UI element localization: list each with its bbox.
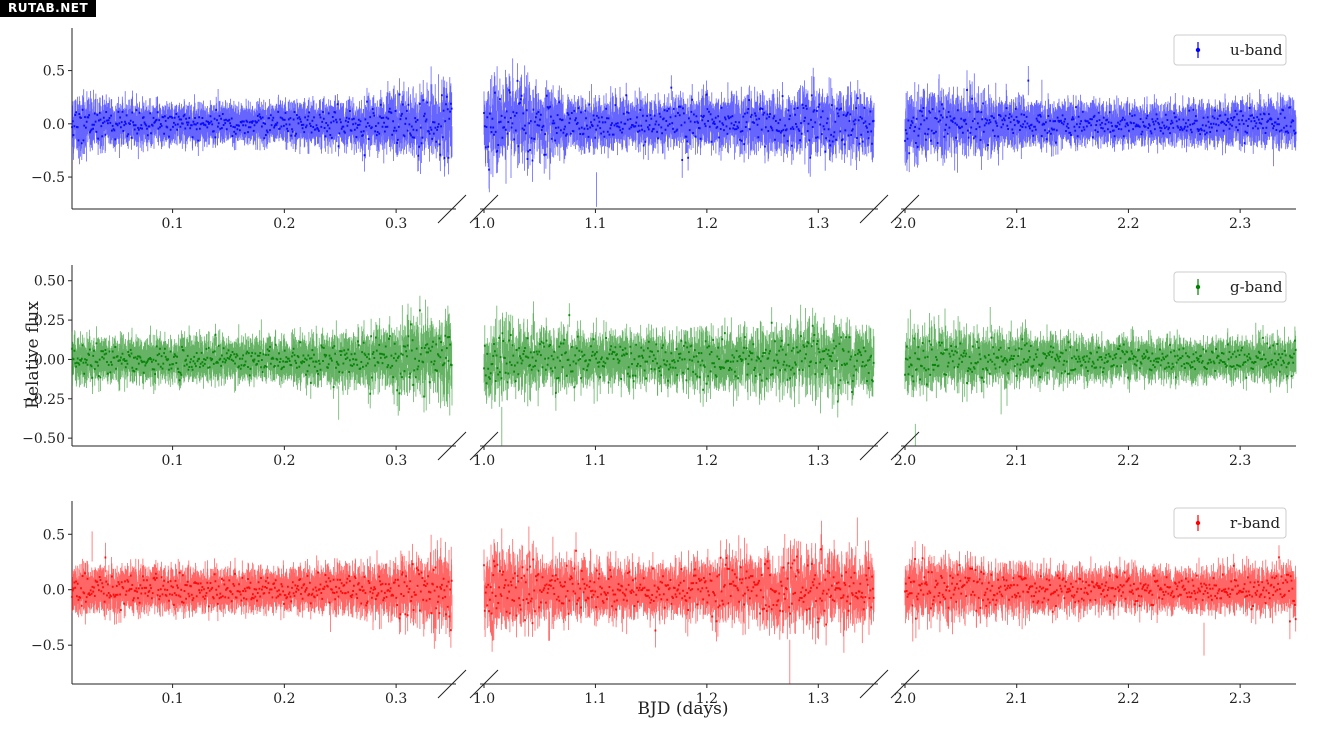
x-tick-label: 0.3 [385, 216, 407, 232]
axis-break-mark [890, 194, 920, 224]
x-tick-label: 2.0 [894, 691, 916, 707]
x-tick-label: 1.3 [807, 691, 829, 707]
y-tick-label: 0.0 [43, 117, 65, 133]
y-tick-label: −0.5 [31, 638, 65, 654]
error-bars-r-band [904, 541, 1297, 656]
legend-marker [1195, 284, 1201, 290]
x-tick-label: 2.1 [1006, 691, 1028, 707]
axis-break-mark [890, 431, 920, 461]
x-tick-label: 2.2 [1117, 216, 1139, 232]
legend-label: u-band [1230, 41, 1283, 59]
axis-break-mark [469, 669, 499, 699]
legend-r-band: r-band [1173, 507, 1287, 539]
x-tick-label: 2.1 [1006, 216, 1028, 232]
data-points-g-band [71, 309, 453, 398]
x-tick-label: 1.0 [473, 691, 495, 707]
error-bars-u-band [71, 66, 453, 177]
legend-marker [1195, 47, 1201, 53]
panel-r-band: −0.5 0.0 0.5 0.1 0.2 0.3 1.0 1.1 1.2 1.3 2.0 2.1 2.2… [31, 501, 1297, 707]
axis-break-mark [859, 669, 889, 699]
x-tick-label: 0.2 [273, 691, 295, 707]
axis-break-mark [437, 669, 467, 699]
x-tick-label: 1.2 [696, 453, 718, 469]
axis-break-mark [437, 431, 467, 461]
y-tick-label: 0.5 [43, 64, 65, 80]
segment-2: 1.0 1.1 1.2 1.3 [469, 301, 889, 469]
segment-1: 0.1 0.2 0.3 [71, 295, 467, 469]
y-axis-title: Relative flux [23, 301, 43, 409]
y-tick-label: 0.5 [43, 527, 65, 543]
x-tick-label: 1.1 [584, 691, 606, 707]
x-tick-label: 2.0 [894, 453, 916, 469]
x-tick-label: 0.3 [385, 453, 407, 469]
x-tick-label: 2.3 [1229, 691, 1251, 707]
watermark: RUTAB.NET [0, 0, 97, 17]
x-tick-label: 2.2 [1117, 691, 1139, 707]
x-tick-label: 0.1 [161, 691, 183, 707]
legend-label: r-band [1230, 514, 1280, 532]
segment-3: 2.0 2.1 2.2 2.3 [890, 66, 1297, 232]
error-bars-g-band [71, 295, 453, 420]
segment-1: 0.1 0.2 0.3 [71, 66, 467, 232]
data-points-g-band [904, 336, 1297, 386]
legend-u-band: u-band [1173, 34, 1287, 66]
x-tick-label: 0.2 [273, 453, 295, 469]
segment-1: 0.1 0.2 0.3 [71, 531, 467, 707]
data-points-u-band [904, 79, 1297, 155]
legend-box [1173, 507, 1287, 539]
legend-box [1173, 34, 1287, 66]
data-points-u-band [483, 79, 875, 171]
data-points-r-band [71, 556, 453, 632]
data-points-g-band [483, 314, 875, 403]
y-tick-label: 0.25 [34, 313, 65, 329]
legend-box [1173, 271, 1287, 303]
y-tick-label: 0.50 [34, 274, 65, 290]
x-tick-label: 0.2 [273, 216, 295, 232]
y-tick-label: −0.5 [31, 170, 65, 186]
x-tick-label: 2.3 [1229, 216, 1251, 232]
y-tick-label: 0.00 [34, 352, 65, 368]
axis-break-mark [469, 431, 499, 461]
legend-label: g-band [1230, 278, 1283, 296]
x-tick-label: 2.3 [1229, 453, 1251, 469]
x-tick-label: 1.2 [696, 691, 718, 707]
data-points-r-band [483, 548, 875, 632]
panel-u-band: −0.5 0.0 0.5 0.1 0.2 0.3 1.0 1.1 1.2 1.3 2.0 2.1 2.2… [31, 28, 1297, 232]
error-bars-u-band [483, 58, 875, 207]
x-tick-label: 1.3 [807, 216, 829, 232]
axis-break-mark [890, 669, 920, 699]
data-points-u-band [71, 93, 453, 159]
x-tick-label: 2.0 [894, 216, 916, 232]
data-points-r-band [904, 556, 1297, 623]
segment-2: 1.0 1.1 1.2 1.3 [469, 58, 889, 232]
legend-g-band: g-band [1173, 271, 1287, 303]
x-tick-label: 0.3 [385, 691, 407, 707]
x-tick-label: 1.1 [584, 216, 606, 232]
segment-2: 1.0 1.1 1.2 1.3 [469, 517, 889, 707]
x-tick-label: 2.1 [1006, 453, 1028, 469]
x-tick-label: 0.1 [161, 216, 183, 232]
segment-3: 2.0 2.1 2.2 2.3 [890, 307, 1297, 469]
y-tick-label: −0.50 [22, 431, 65, 447]
x-axis-title: BJD (days) [638, 699, 729, 719]
y-tick-label: 0.0 [43, 583, 65, 599]
x-tick-label: 1.3 [807, 453, 829, 469]
axis-break-mark [859, 431, 889, 461]
x-tick-label: 1.0 [473, 453, 495, 469]
segment-3: 2.0 2.1 2.2 2.3 [890, 541, 1297, 707]
x-tick-label: 1.1 [584, 453, 606, 469]
x-tick-label: 0.1 [161, 453, 183, 469]
legend-marker [1195, 520, 1201, 526]
x-tick-label: 2.2 [1117, 453, 1139, 469]
y-tick-label: −0.25 [22, 392, 65, 408]
panel-g-band: −0.50 −0.25 0.00 0.25 0.50 0.1 0.2 0.3 1.0 1.1 1.2… [22, 265, 1297, 469]
axis-break-mark [469, 194, 499, 224]
axis-break-mark [437, 194, 467, 224]
axis-break-mark [859, 194, 889, 224]
x-tick-label: 1.0 [473, 216, 495, 232]
x-tick-label: 1.2 [696, 216, 718, 232]
error-bars-g-band [904, 307, 1297, 446]
